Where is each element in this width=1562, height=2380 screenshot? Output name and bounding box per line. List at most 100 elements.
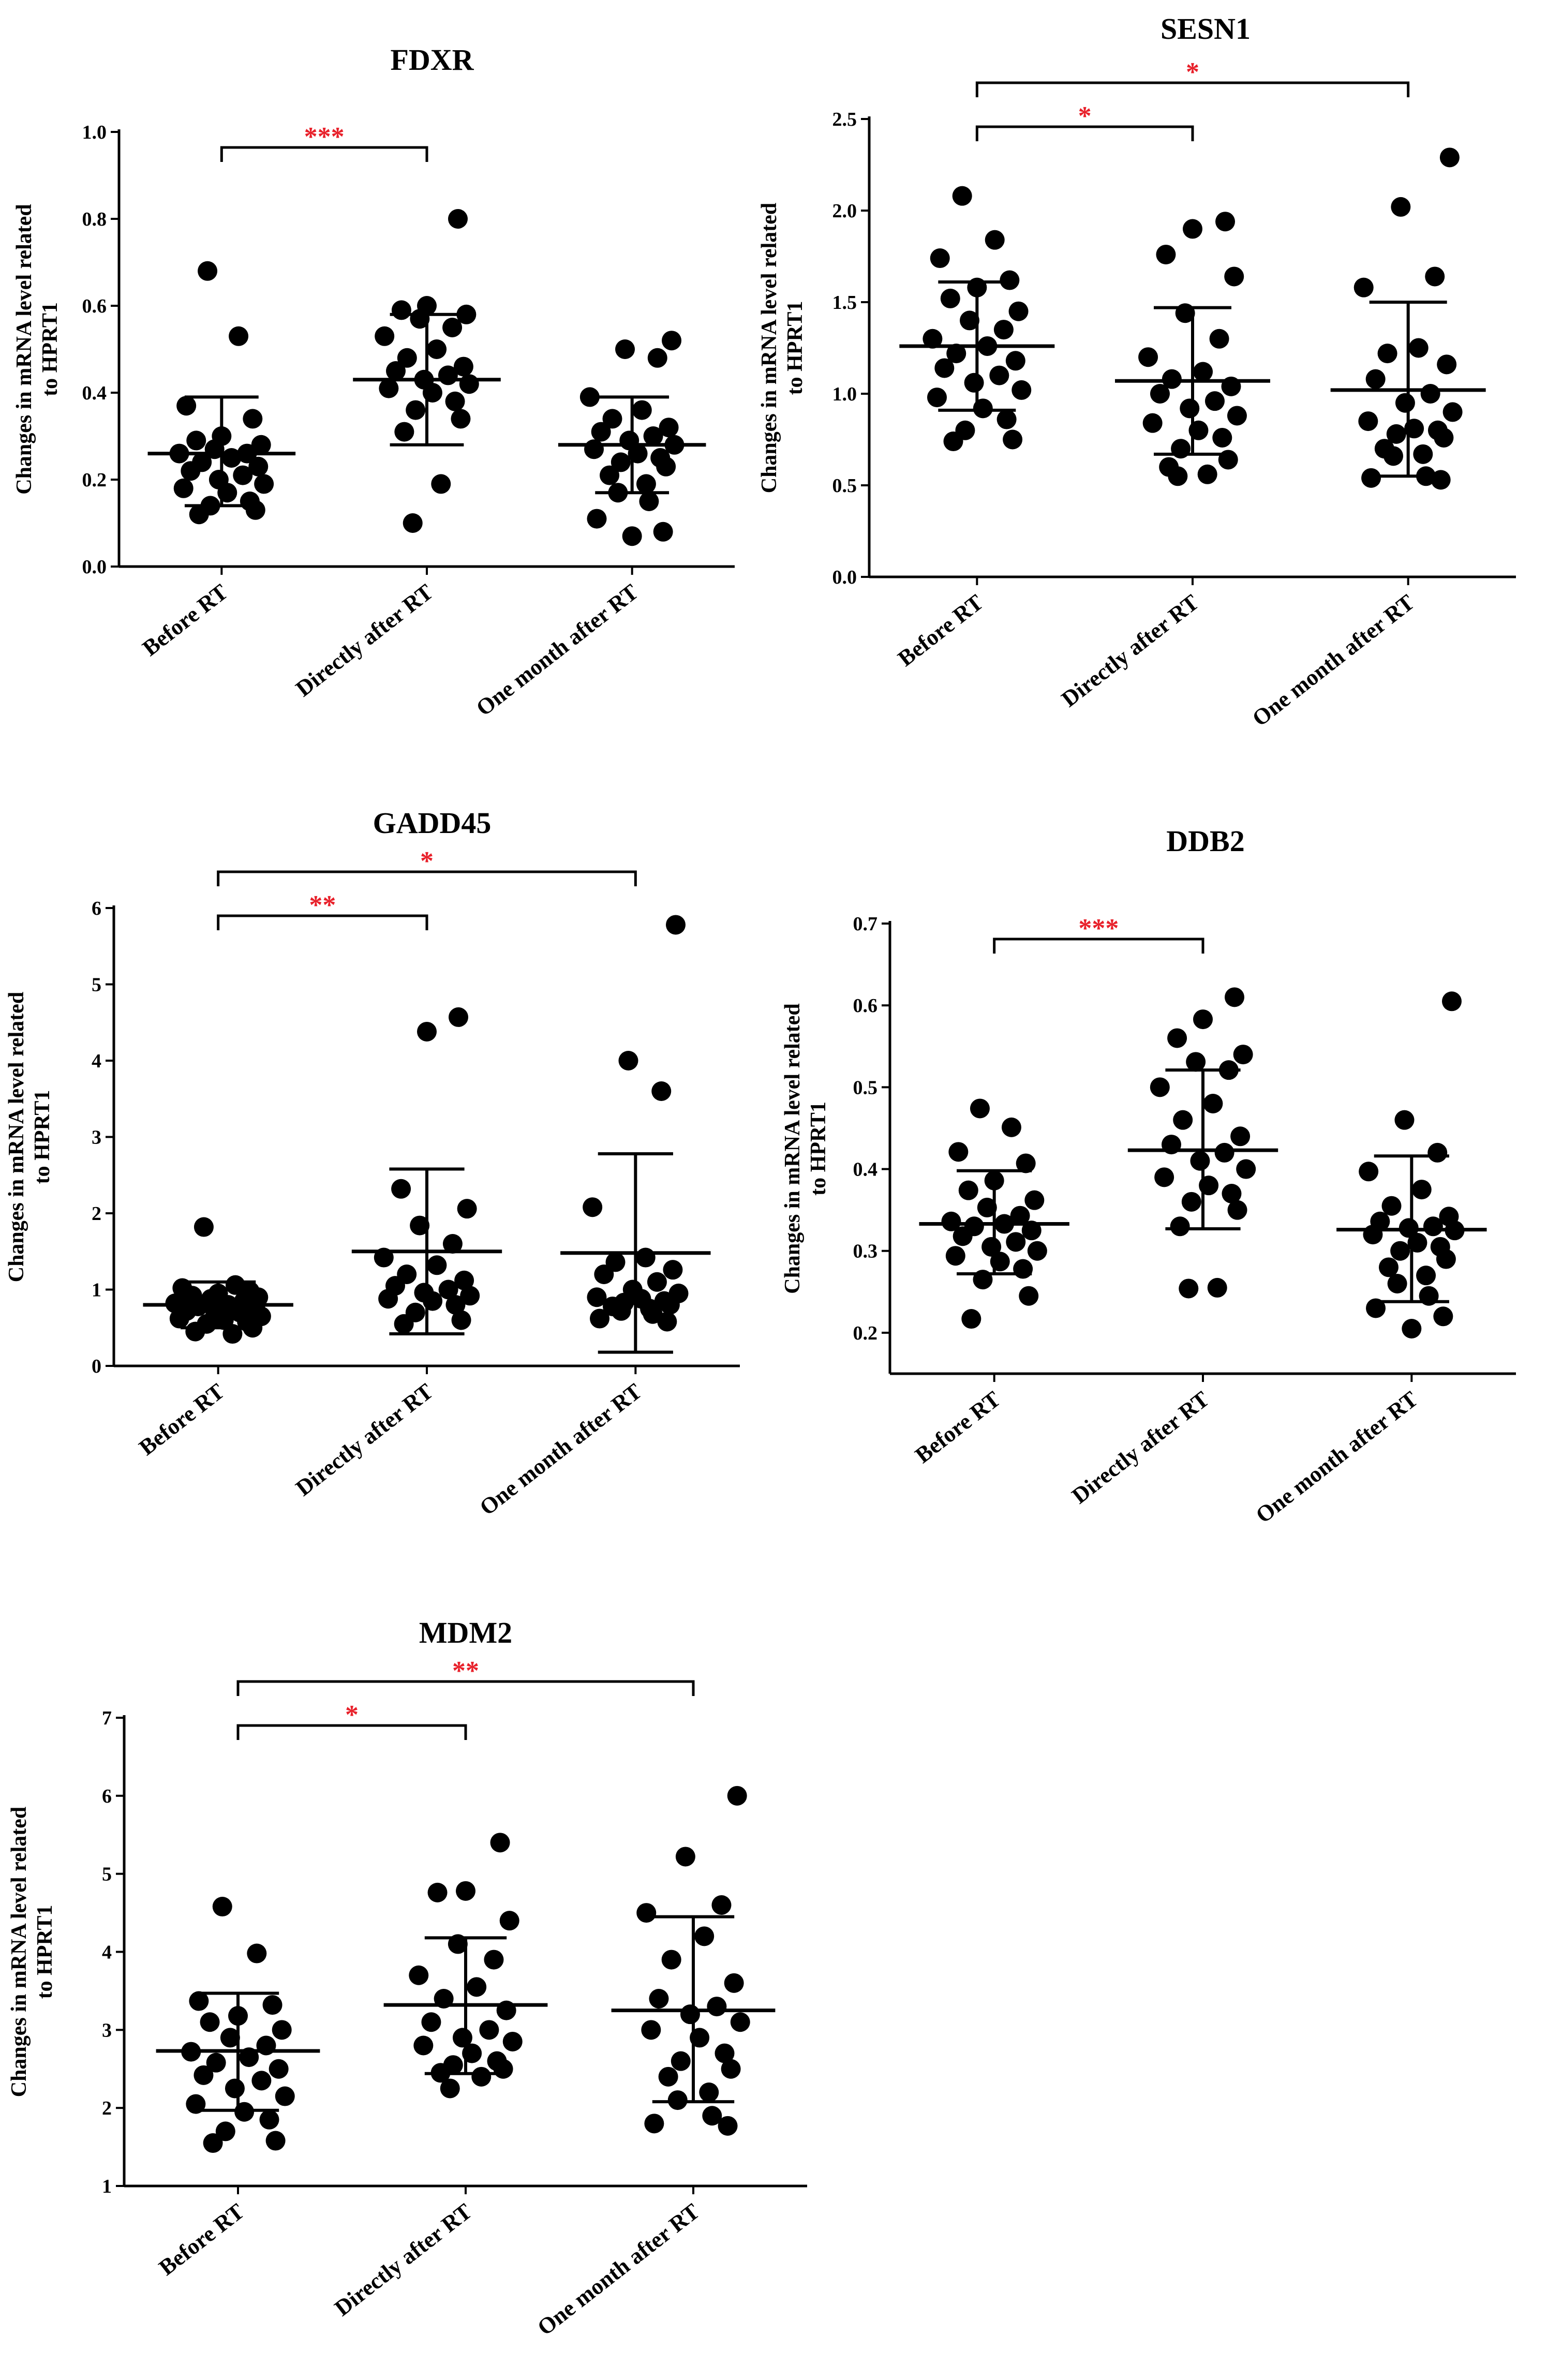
sesn1-significance-label-1: *: [1186, 57, 1199, 87]
gadd45-ylabel-line-1: Changes in mRNA level related: [5, 992, 28, 1283]
mdm2-point: [262, 1995, 282, 2015]
fdxr-ytick-label-2: 0.4: [82, 382, 107, 404]
ddb2-significance-label-0: ***: [1078, 914, 1119, 943]
fdxr-category-label-1: Directly after RT: [291, 579, 438, 702]
gadd45-point: [427, 1255, 447, 1275]
mdm2-point: [724, 1973, 744, 1993]
gadd45-point: [618, 1051, 638, 1070]
mdm2-point: [413, 2035, 434, 2056]
ddb2-point: [1394, 1110, 1415, 1130]
mdm2-ytick-label-0: 1: [102, 2176, 112, 2197]
fdxr-point: [636, 474, 656, 494]
gadd45-significance-label-1: *: [420, 846, 434, 876]
sesn1-point: [1431, 470, 1451, 490]
ddb2-point: [1179, 1278, 1199, 1299]
mdm2-point: [641, 2020, 661, 2040]
gadd45-ytick-label-3: 3: [92, 1127, 101, 1149]
fdxr-point: [254, 474, 274, 494]
sesn1-ylabel-line-1: Changes in mRNA level related: [757, 203, 781, 494]
sesn1-point: [1150, 384, 1170, 404]
gadd45-point: [449, 1007, 469, 1027]
mdm2-point: [636, 1903, 657, 1923]
sesn1-point: [1008, 301, 1029, 321]
ddb2-point: [1170, 1216, 1190, 1237]
mdm2-point: [667, 2090, 688, 2110]
ddb2-point: [941, 1211, 961, 1231]
fdxr-point: [591, 422, 611, 442]
gadd45-ytick-label-1: 1: [92, 1280, 101, 1301]
fdxr-point: [662, 331, 682, 351]
sesn1-category-label-0: Before RT: [893, 589, 988, 671]
gadd45-point: [647, 1272, 667, 1292]
ddb2-title: DDB2: [1166, 824, 1244, 858]
fdxr-category-label-2: One month after RT: [471, 579, 643, 721]
ddb2-point: [948, 1142, 969, 1162]
ddb2-point: [1402, 1319, 1422, 1338]
fdxr-point: [221, 448, 242, 468]
fdxr-point: [587, 509, 607, 529]
sesn1-point: [923, 329, 943, 349]
ddb2-point: [1013, 1259, 1033, 1279]
fdxr-point: [622, 526, 642, 546]
mdm2-point: [206, 2052, 226, 2073]
gadd45-point: [445, 1295, 466, 1315]
gadd45-category-label-0: Before RT: [134, 1378, 229, 1460]
mdm2-category-label-0: Before RT: [154, 2198, 249, 2280]
fdxr-point: [245, 500, 265, 520]
sesn1-point: [1361, 468, 1381, 488]
fdxr-point: [459, 374, 479, 394]
fdxr-title: FDXR: [390, 43, 474, 77]
sesn1-point: [930, 248, 950, 269]
sesn1-point: [1204, 391, 1225, 411]
sesn1-point: [927, 388, 947, 408]
fdxr-point: [386, 361, 406, 381]
fdxr-point: [186, 430, 206, 451]
ddb2-point: [1190, 1151, 1210, 1171]
fdxr-point: [431, 474, 451, 494]
sesn1-point: [946, 344, 966, 364]
fdxr-point: [615, 339, 635, 359]
fdxr-point: [647, 348, 667, 368]
ddb2-point: [1010, 1206, 1030, 1226]
mdm2-point: [251, 2071, 272, 2091]
ddb2-point: [1222, 1184, 1242, 1203]
sesn1-point: [1391, 197, 1411, 217]
mdm2-point: [421, 2012, 441, 2032]
sesn1-point: [985, 230, 1005, 250]
fdxr-ytick-label-4: 0.8: [82, 209, 107, 230]
sesn1-ytick-label-1: 0.5: [832, 475, 857, 497]
gadd45-point: [454, 1270, 474, 1290]
sesn1-point: [1386, 424, 1406, 444]
gadd45-group-0: [143, 1217, 293, 1344]
gadd45-ytick-label-4: 4: [92, 1050, 101, 1072]
fdxr-point: [181, 461, 201, 481]
sesn1-point: [1011, 380, 1032, 400]
fdxr-point: [406, 400, 426, 420]
sesn1-group-2: [1330, 147, 1486, 490]
mdm2-point: [721, 2059, 741, 2079]
fdxr-point: [391, 300, 411, 320]
gadd45-point: [460, 1286, 480, 1306]
mdm2-point: [502, 2031, 523, 2051]
sesn1-point: [1384, 446, 1404, 466]
fdxr-point: [233, 465, 253, 485]
mdm2-point: [730, 2012, 750, 2032]
ddb2-point: [1363, 1225, 1383, 1245]
mdm2-significance-bracket-1: [236, 1680, 695, 1696]
ddb2-point: [1366, 1298, 1386, 1318]
mdm2-group-2: [611, 1786, 776, 2136]
mdm2-point: [680, 2004, 700, 2025]
mdm2-point: [467, 1977, 487, 1997]
mdm2-point: [269, 2059, 289, 2079]
ddb2-point: [1436, 1249, 1456, 1269]
mdm2-point: [203, 2133, 223, 2153]
fdxr-point: [438, 365, 458, 385]
mdm2-point: [212, 1897, 232, 1917]
ddb2-point: [1167, 1028, 1187, 1048]
ddb2-point: [1203, 1094, 1223, 1113]
mdm2-ytick-label-4: 5: [102, 1864, 112, 1885]
sesn1-point: [1183, 219, 1202, 239]
ddb2-point: [1390, 1241, 1410, 1261]
gadd45-ytick-label-0: 0: [92, 1356, 101, 1377]
fdxr-point: [448, 209, 468, 229]
